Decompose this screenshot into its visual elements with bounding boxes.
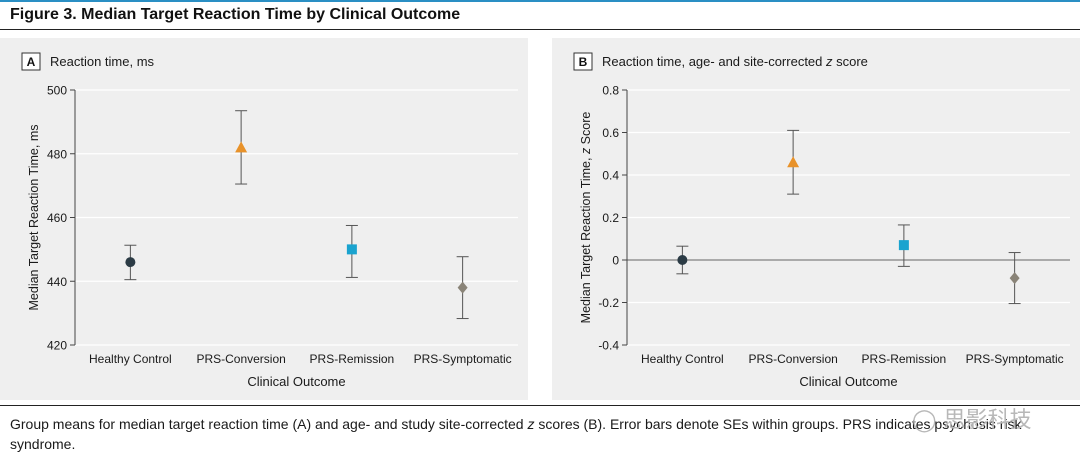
panel-title: Reaction time, age- and site-corrected z…: [602, 54, 868, 69]
y-tick-label: 0.2: [602, 211, 619, 225]
y-tick-label: 460: [47, 211, 67, 225]
marker-square: [346, 244, 357, 255]
caption-text-1: Group means for median target reaction t…: [10, 416, 528, 432]
figure-title: Figure 3. Median Target Reaction Time by…: [10, 6, 461, 23]
figure-top-rule: [0, 0, 1080, 2]
panel-letter-box: [21, 52, 41, 71]
panel-letter: A: [27, 55, 36, 69]
panel-a-background: [0, 38, 528, 400]
panel-b-background: [552, 38, 1080, 400]
caption-rule: [0, 405, 1080, 406]
panel-letter-box: [573, 52, 593, 71]
y-tick-label: 440: [47, 275, 67, 289]
y-tick-label: -0.2: [598, 296, 619, 310]
marker-diamond: [1009, 272, 1020, 285]
x-axis-label: Clinical Outcome: [247, 374, 345, 389]
marker-triangle: [787, 156, 800, 168]
title-rule: [0, 29, 1080, 30]
x-tick-label: PRS-Symptomatic: [966, 352, 1064, 366]
x-tick-label: PRS-Conversion: [748, 352, 837, 366]
y-tick-label: 480: [47, 147, 67, 161]
x-tick-label: PRS-Remission: [862, 352, 947, 366]
x-tick-label: PRS-Conversion: [196, 352, 285, 366]
marker-circle: [125, 257, 136, 268]
y-axis-label: Median Target Reaction Time, ms: [27, 125, 41, 311]
y-tick-label: 0.6: [602, 126, 619, 140]
x-axis-label: Clinical Outcome: [799, 374, 897, 389]
panel-b-chart: B Reaction time, age- and site-corrected …: [573, 52, 1070, 389]
caption-text-2: scores (B). Error bars denote SEs within…: [10, 416, 1022, 452]
y-tick-label: 0: [612, 254, 619, 268]
panel-title-part-2: score: [833, 54, 868, 69]
y-tick-label: 500: [47, 84, 67, 98]
marker-triangle: [235, 141, 248, 153]
y-tick-label: 420: [47, 339, 67, 353]
caption-z: z: [527, 416, 535, 432]
figure-caption: Group means for median target reaction t…: [10, 414, 1070, 454]
y-tick-label: 0.4: [602, 169, 619, 183]
y-tick-label: -0.4: [598, 339, 619, 353]
x-tick-label: PRS-Symptomatic: [414, 352, 512, 366]
panel-title-part-1: z: [825, 54, 833, 69]
watermark-logo: ◯ 思影科技: [912, 408, 1032, 433]
y-axis-label: Median Target Reaction Time, z Score: [579, 112, 593, 324]
panel-title-part-0: Reaction time, age- and site-corrected: [602, 54, 826, 69]
panel-letter: B: [579, 55, 588, 69]
x-tick-label: Healthy Control: [89, 352, 172, 366]
watermark-text: 思影科技: [943, 408, 1032, 433]
marker-diamond: [457, 281, 468, 294]
marker-square: [898, 240, 909, 251]
y-axis-label-part-1: z: [579, 147, 593, 155]
panel-title: Reaction time, ms: [50, 54, 155, 69]
x-tick-label: PRS-Remission: [310, 352, 395, 366]
y-axis-label-part-0: Median Target Reaction Time,: [579, 154, 593, 323]
x-tick-label: Healthy Control: [641, 352, 724, 366]
y-tick-label: 0.8: [602, 84, 619, 98]
panel-a-chart: A Reaction time, ms 420 440 460 480 500 Median …: [21, 52, 518, 389]
marker-circle: [677, 255, 688, 265]
y-axis-label-part-2: Score: [579, 112, 593, 148]
